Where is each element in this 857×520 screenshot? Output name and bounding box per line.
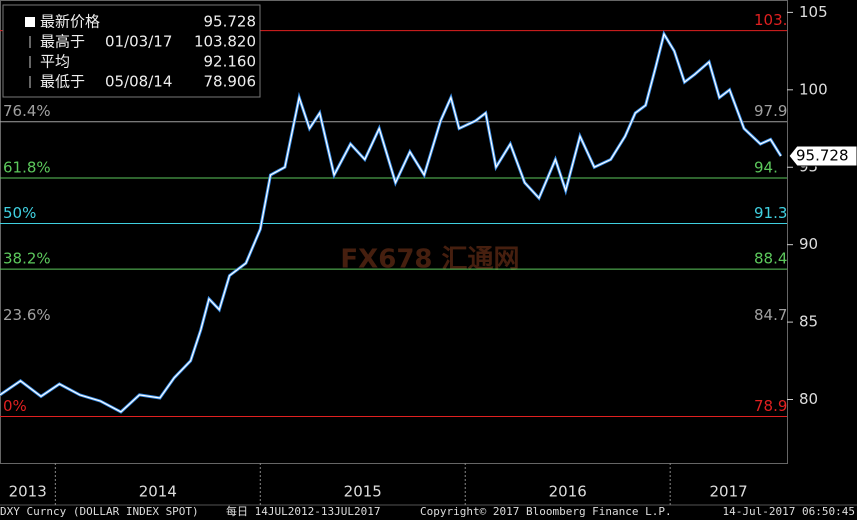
fib-pct-label: 76.4% <box>3 102 51 120</box>
legend-label: 最新价格 <box>40 13 100 31</box>
last-price-tag <box>788 145 857 167</box>
fib-value-label: 94. <box>754 159 778 177</box>
fib-value-label: 103. <box>754 11 787 29</box>
series-line <box>0 32 782 413</box>
legend-box <box>2 4 261 98</box>
legend-value: 95.728 <box>204 13 257 31</box>
y-tick-label: 100 <box>799 80 828 98</box>
legend-swatch <box>25 17 35 27</box>
legend-label: 平均 <box>40 53 70 71</box>
legend-label: 最低于 <box>40 73 85 91</box>
x-tick-label: 2014 <box>139 483 177 501</box>
y-tick-label: 80 <box>799 390 818 408</box>
footer-period: 每日 14JUL2012-13JUL2017 <box>226 504 380 518</box>
watermark: FX678 汇通网 <box>340 245 519 275</box>
fib-value-label: 78.9 <box>754 397 787 415</box>
fib-pct-label: 50% <box>3 204 36 222</box>
fib-pct-label: 23.6% <box>3 306 51 324</box>
y-tick-label: 105 <box>799 3 828 21</box>
footer-timestamp: 14-Jul-2017 06:50:45 <box>723 505 855 518</box>
footer-copyright: Copyright© 2017 Bloomberg Finance L.P. <box>420 505 672 518</box>
legend-label: 最高于 <box>40 33 85 51</box>
fib-pct-label: 38.2% <box>3 250 51 268</box>
x-tick-label: 2016 <box>549 483 587 501</box>
plot-frame <box>0 0 788 464</box>
footer-ticker: DXY Curncy (DOLLAR INDEX SPOT) <box>0 505 199 518</box>
legend-value: 92.160 <box>204 53 257 71</box>
fib-value-label: 88.4 <box>754 250 787 268</box>
legend-value: 78.906 <box>204 73 257 91</box>
fib-pct-label: 0% <box>3 397 27 415</box>
fib-value-label: 84.7 <box>754 306 787 324</box>
legend-value: 103.820 <box>194 33 256 51</box>
x-tick-label: 2015 <box>344 483 382 501</box>
y-tick-label: 85 <box>799 313 818 331</box>
fib-value-label: 97.9 <box>754 102 787 120</box>
legend-date: 01/03/17 <box>105 33 172 51</box>
fib-value-label: 91.3 <box>754 204 787 222</box>
x-tick-label: 2017 <box>709 483 747 501</box>
y-tick-label: 90 <box>799 235 818 253</box>
last-price-label: 95.728 <box>796 146 849 164</box>
x-tick-label: 2013 <box>9 483 47 501</box>
legend-date: 05/08/14 <box>105 73 172 91</box>
fib-pct-label: 61.8% <box>3 159 51 177</box>
